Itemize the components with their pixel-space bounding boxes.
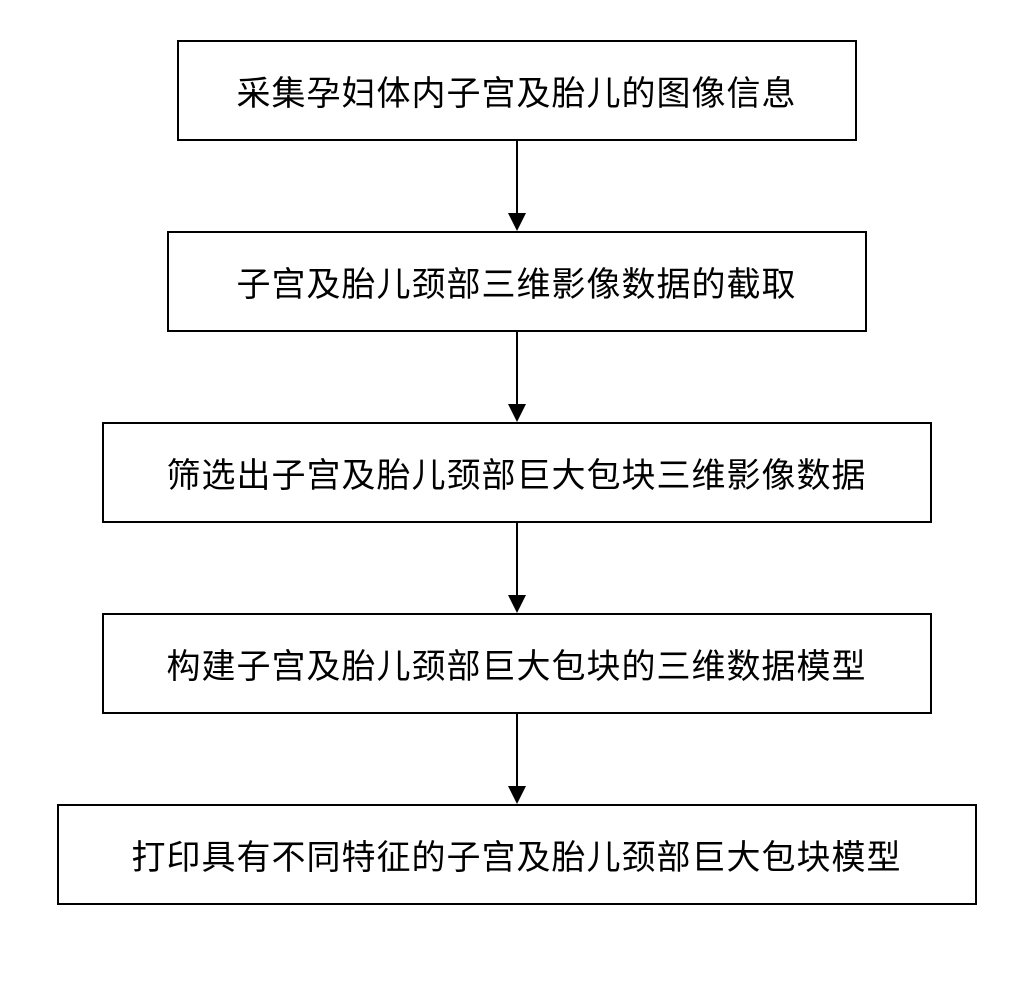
flowchart-node-5: 打印具有不同特征的子宫及胎儿颈部巨大包块模型 [57, 804, 977, 905]
arrow-line [516, 714, 518, 786]
node-label: 子宫及胎儿颈部三维影像数据的截取 [237, 257, 797, 306]
arrow-line [516, 523, 518, 595]
arrow-connector [508, 523, 526, 613]
arrow-connector [508, 332, 526, 422]
flowchart-node-3: 筛选出子宫及胎儿颈部巨大包块三维影像数据 [102, 422, 932, 523]
arrow-connector [508, 141, 526, 231]
arrow-head-icon [508, 786, 526, 804]
arrow-head-icon [508, 404, 526, 422]
node-label: 打印具有不同特征的子宫及胎儿颈部巨大包块模型 [132, 830, 902, 879]
arrow-head-icon [508, 213, 526, 231]
node-label: 筛选出子宫及胎儿颈部巨大包块三维影像数据 [167, 448, 867, 497]
node-label: 采集孕妇体内子宫及胎儿的图像信息 [237, 66, 797, 115]
flowchart-node-1: 采集孕妇体内子宫及胎儿的图像信息 [177, 40, 857, 141]
arrow-line [516, 141, 518, 213]
arrow-connector [508, 714, 526, 804]
flowchart-node-2: 子宫及胎儿颈部三维影像数据的截取 [167, 231, 867, 332]
node-label: 构建子宫及胎儿颈部巨大包块的三维数据模型 [167, 639, 867, 688]
flowchart-container: 采集孕妇体内子宫及胎儿的图像信息 子宫及胎儿颈部三维影像数据的截取 筛选出子宫及… [57, 40, 977, 905]
arrow-head-icon [508, 595, 526, 613]
arrow-line [516, 332, 518, 404]
flowchart-node-4: 构建子宫及胎儿颈部巨大包块的三维数据模型 [102, 613, 932, 714]
